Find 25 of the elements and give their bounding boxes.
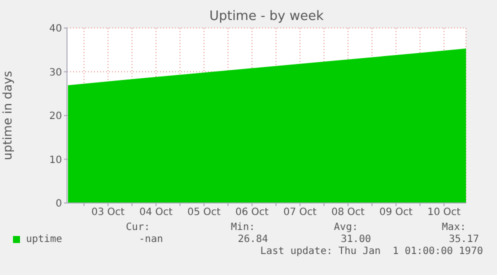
text: 35.17 [448, 234, 479, 245]
y-tick-label: 20 [49, 111, 62, 122]
text: 26.84 [238, 234, 268, 245]
x-tick-label: 03 Oct [91, 207, 125, 218]
y-axis-title: uptime in days [0, 70, 14, 160]
x-tick-label: 09 Oct [379, 207, 413, 218]
y-tick-label: 30 [49, 67, 62, 78]
y-tick-label: 40 [49, 24, 62, 35]
y-tick-label: 0 [56, 198, 62, 210]
text: Last update: Thu Jan 1 01:00:00 1970 [260, 246, 483, 257]
text: -nan [138, 234, 163, 245]
x-tick-label: 06 Oct [235, 207, 269, 218]
text: Cur: [126, 222, 150, 233]
text: Min: [230, 222, 255, 233]
text: 31.00 [340, 234, 371, 245]
text: Max: [442, 222, 466, 233]
x-tick-label: 10 Oct [427, 207, 461, 218]
x-tick-label: 04 Oct [139, 207, 173, 218]
x-tick-label: 05 Oct [187, 207, 221, 218]
legend-label: uptime [26, 234, 62, 245]
text: Avg: [334, 222, 358, 233]
x-tick-label: 08 Oct [331, 207, 365, 218]
y-tick-label: 10 [49, 154, 62, 166]
chart-title: Uptime - by week [208, 9, 325, 24]
x-tick-label: 07 Oct [283, 207, 317, 218]
